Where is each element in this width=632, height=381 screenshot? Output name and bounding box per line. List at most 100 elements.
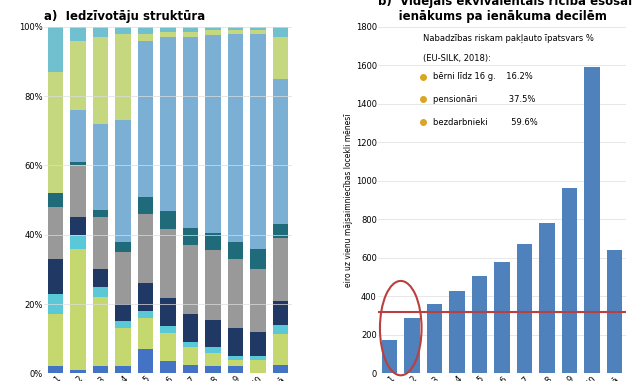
Bar xyxy=(205,233,221,250)
Bar xyxy=(272,238,288,301)
Bar xyxy=(183,342,198,347)
Bar xyxy=(70,40,86,110)
Bar xyxy=(404,317,420,373)
Bar xyxy=(93,124,108,210)
Bar xyxy=(183,365,198,373)
Bar xyxy=(205,250,221,320)
Bar xyxy=(47,294,63,314)
Bar xyxy=(272,301,288,325)
Bar xyxy=(160,32,176,37)
Bar xyxy=(250,356,266,360)
Bar xyxy=(272,224,288,238)
Bar xyxy=(250,248,266,269)
Text: a)  Iedzīvotāju struktūra: a) Iedzīvotāju struktūra xyxy=(44,10,205,23)
Text: bezdarbnieki         59.6%: bezdarbnieki 59.6% xyxy=(433,117,537,126)
Bar xyxy=(70,217,86,235)
Bar xyxy=(494,262,510,373)
Bar xyxy=(205,27,221,30)
Text: b)  Vidējais ekvivalentais rīcībā esošais
     ienākums pa ienākuma decilēm: b) Vidējais ekvivalentais rīcībā esošais… xyxy=(379,0,632,23)
Text: Nabadzības riskam pakļauto īpatsvars %: Nabadzības riskam pakļauto īpatsvars % xyxy=(423,34,593,43)
Bar xyxy=(250,27,266,30)
Bar xyxy=(183,314,198,342)
Bar xyxy=(138,40,154,197)
Bar xyxy=(183,32,198,37)
Bar xyxy=(584,67,600,373)
Bar xyxy=(70,370,86,373)
Bar xyxy=(449,291,465,373)
Bar xyxy=(47,207,63,259)
Bar xyxy=(250,332,266,356)
Bar xyxy=(272,333,288,365)
Bar xyxy=(382,340,398,373)
Bar xyxy=(228,360,243,367)
Bar xyxy=(93,287,108,297)
Bar xyxy=(93,27,108,37)
Bar xyxy=(47,314,63,367)
Bar xyxy=(47,193,63,207)
Bar xyxy=(160,361,176,373)
Bar xyxy=(272,37,288,78)
Bar xyxy=(183,27,198,32)
Bar xyxy=(272,325,288,333)
Bar xyxy=(228,242,243,259)
Bar xyxy=(160,298,176,327)
Bar xyxy=(228,328,243,356)
Bar xyxy=(138,283,154,311)
Bar xyxy=(115,34,131,120)
Bar xyxy=(160,27,176,32)
Bar xyxy=(93,210,108,217)
Bar xyxy=(228,367,243,373)
Bar xyxy=(562,189,577,373)
Bar xyxy=(70,110,86,162)
Bar xyxy=(516,244,532,373)
Bar xyxy=(272,27,288,37)
Bar xyxy=(183,347,198,365)
Bar xyxy=(93,269,108,287)
Bar xyxy=(205,320,221,347)
Bar xyxy=(70,27,86,40)
Bar xyxy=(160,37,176,211)
Bar xyxy=(183,245,198,314)
Bar xyxy=(160,229,176,298)
Bar xyxy=(115,120,131,242)
Bar xyxy=(115,321,131,328)
Bar xyxy=(138,214,154,283)
Text: pensionāri            37.5%: pensionāri 37.5% xyxy=(433,95,535,104)
Bar xyxy=(138,34,154,40)
Bar xyxy=(160,333,176,361)
Bar xyxy=(138,311,154,318)
Bar xyxy=(205,35,221,233)
Bar xyxy=(228,34,243,242)
Bar xyxy=(250,30,266,34)
Bar xyxy=(250,269,266,332)
Bar xyxy=(183,228,198,245)
Bar xyxy=(539,223,555,373)
Bar xyxy=(93,367,108,373)
Bar xyxy=(228,259,243,328)
Bar xyxy=(205,347,221,352)
Bar xyxy=(70,248,86,370)
Bar xyxy=(160,211,176,229)
Y-axis label: eiro uz vienu mājsaimniecības locekli mēnesī: eiro uz vienu mājsaimniecības locekli mē… xyxy=(344,113,353,287)
Bar xyxy=(93,297,108,367)
Bar xyxy=(183,37,198,228)
Bar xyxy=(471,276,487,373)
Bar xyxy=(205,30,221,35)
Bar xyxy=(115,27,131,34)
Bar xyxy=(47,367,63,373)
Bar xyxy=(93,217,108,269)
Bar xyxy=(115,242,131,252)
Bar xyxy=(427,304,442,373)
Text: (EU-SILK, 2018):: (EU-SILK, 2018): xyxy=(423,54,490,63)
Bar xyxy=(272,365,288,373)
Bar xyxy=(115,328,131,367)
Bar xyxy=(138,27,154,34)
Bar xyxy=(70,165,86,217)
Bar xyxy=(228,27,243,30)
Bar xyxy=(70,162,86,165)
Bar xyxy=(47,259,63,294)
Bar xyxy=(205,367,221,373)
Bar xyxy=(228,30,243,34)
Bar xyxy=(115,304,131,321)
Bar xyxy=(138,349,154,373)
